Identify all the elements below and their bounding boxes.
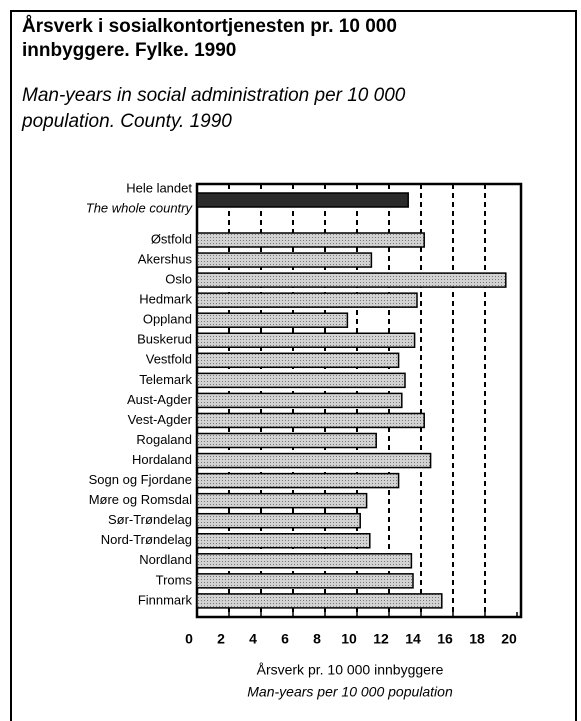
bar: [196, 492, 368, 509]
bar: [196, 412, 425, 429]
x-tick-label: 4: [249, 631, 257, 647]
bar: [196, 472, 400, 489]
y-tick-label: Aust-Agder: [127, 392, 193, 407]
x-tick-label: 10: [341, 631, 357, 647]
chart-subtitle: population. County. 1990: [21, 111, 232, 132]
y-tick-label: Sør-Trøndelag: [108, 512, 192, 527]
y-tick-label: Nordland: [139, 552, 192, 567]
bar: [196, 593, 443, 609]
chart-title: innbyggere. Fylke. 1990: [22, 40, 236, 61]
y-tick-label: Oppland: [143, 312, 192, 327]
bar: [196, 553, 413, 569]
y-tick-label: Akershus: [138, 251, 193, 266]
x-tick-label: 14: [405, 631, 421, 647]
bar: [196, 432, 377, 449]
category-subtitle: The whole country: [86, 200, 194, 215]
bar: [196, 332, 416, 348]
bar: [196, 452, 432, 469]
x-tick-label: 8: [313, 631, 321, 647]
x-tick-label: 16: [437, 631, 453, 647]
x-axis-label: Årsverk pr. 10 000 innbyggere: [257, 662, 444, 678]
x-tick-label: 2: [217, 631, 225, 647]
bar: [196, 232, 425, 248]
y-tick-label: Rogaland: [136, 432, 192, 447]
x-tick-label: 12: [373, 631, 389, 647]
x-axis-label: Man-years per 10 000 population: [247, 684, 453, 700]
x-tick-label: 6: [281, 631, 289, 647]
y-tick-label: Hele landet: [126, 180, 192, 195]
bar: [196, 252, 373, 268]
y-tick-label: Buskerud: [137, 332, 192, 347]
y-tick-label: Østfold: [151, 231, 192, 246]
bar: [196, 292, 418, 308]
y-tick-label: Finnmark: [138, 592, 193, 607]
bar: [196, 352, 400, 369]
y-tick-label: Hordaland: [132, 452, 192, 467]
bar: [196, 372, 406, 389]
x-tick-label: 20: [501, 631, 517, 647]
y-tick-label: Sogn og Fjordane: [89, 472, 192, 487]
bar: [196, 272, 507, 288]
bar: [196, 533, 371, 549]
y-tick-label: Vest-Agder: [128, 412, 193, 427]
bar: [196, 512, 361, 529]
x-tick-label: 0: [185, 631, 193, 647]
bar: [196, 192, 409, 208]
y-tick-label: Telemark: [139, 372, 192, 387]
y-tick-label: Nord-Trøndelag: [101, 532, 192, 547]
y-tick-label: Troms: [156, 572, 193, 587]
y-tick-label: Hedmark: [139, 292, 192, 307]
chart-subtitle: Man-years in social administration per 1…: [22, 85, 406, 106]
chart-title: Årsverk i sosialkontortjenesten pr. 10 0…: [22, 16, 397, 37]
bar: [196, 573, 414, 589]
bar: [196, 392, 403, 409]
bar: [196, 312, 349, 328]
y-tick-label: Vestfold: [146, 352, 192, 367]
frame: [10, 10, 577, 721]
x-tick-label: 18: [469, 631, 485, 647]
y-tick-label: Oslo: [165, 272, 192, 287]
y-tick-label: Møre og Romsdal: [89, 492, 192, 507]
